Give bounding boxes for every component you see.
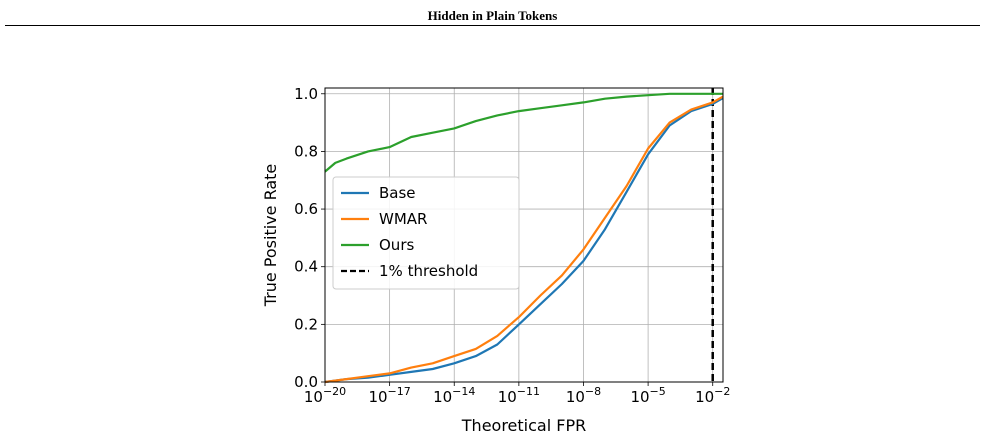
header-rule: [5, 25, 980, 26]
y-tick-label: 0.8: [294, 142, 318, 160]
x-tick-base: 10: [630, 388, 649, 406]
series-line-base: [324, 97, 724, 384]
x-tick-exponent: −17: [388, 385, 411, 398]
x-tick-label: 10−17: [368, 385, 410, 406]
legend-label: Base: [379, 184, 416, 202]
x-tick-label: 10−20: [304, 385, 346, 406]
series-line-wmar: [324, 95, 724, 384]
legend-box: [332, 176, 520, 290]
x-tick-exponent: −2: [714, 385, 730, 398]
x-tick-base: 10: [566, 388, 585, 406]
y-tick-label: 0.0: [294, 373, 318, 391]
legend-label: 1% threshold: [379, 262, 478, 280]
x-tick-exponent: −14: [452, 385, 475, 398]
y-tick-label: 0.4: [294, 258, 318, 276]
x-tick-label: 10−5: [630, 385, 665, 406]
legend-label: WMAR: [379, 210, 427, 228]
y-tick-label: 0.2: [294, 315, 318, 333]
x-tick-base: 10: [498, 388, 517, 406]
x-tick-exponent: −8: [585, 385, 601, 398]
plot-frame: [324, 87, 724, 383]
running-header-title: Hidden in Plain Tokens: [427, 8, 558, 23]
x-tick-base: 10: [368, 388, 387, 406]
y-axis-title: True Positive Rate: [261, 164, 280, 308]
x-tick-exponent: −5: [650, 385, 666, 398]
y-tick-label: 0.6: [294, 200, 318, 218]
series-line-ours: [324, 92, 723, 173]
x-tick-label: 10−8: [566, 385, 601, 406]
x-tick-base: 10: [695, 388, 714, 406]
x-tick-exponent: −20: [323, 385, 346, 398]
series-lines: [324, 92, 724, 384]
x-tick-label: 10−2: [695, 385, 730, 406]
x-tick-exponent: −11: [517, 385, 540, 398]
x-tick-label: 10−11: [498, 385, 540, 406]
legend-label: Ours: [379, 236, 414, 254]
legend: Base WMAR Ours 1% threshold: [332, 176, 520, 290]
y-tick-label: 1.0: [294, 85, 318, 103]
x-tick-base: 10: [433, 388, 452, 406]
x-tick-base: 10: [304, 388, 323, 406]
x-axis-title: Theoretical FPR: [461, 416, 586, 435]
x-tick-label: 10−14: [433, 385, 475, 406]
axis-ticks: 10−20 10−17 10−14 10−11 10−8 10−5 10−20.00.20.…: [294, 85, 730, 406]
